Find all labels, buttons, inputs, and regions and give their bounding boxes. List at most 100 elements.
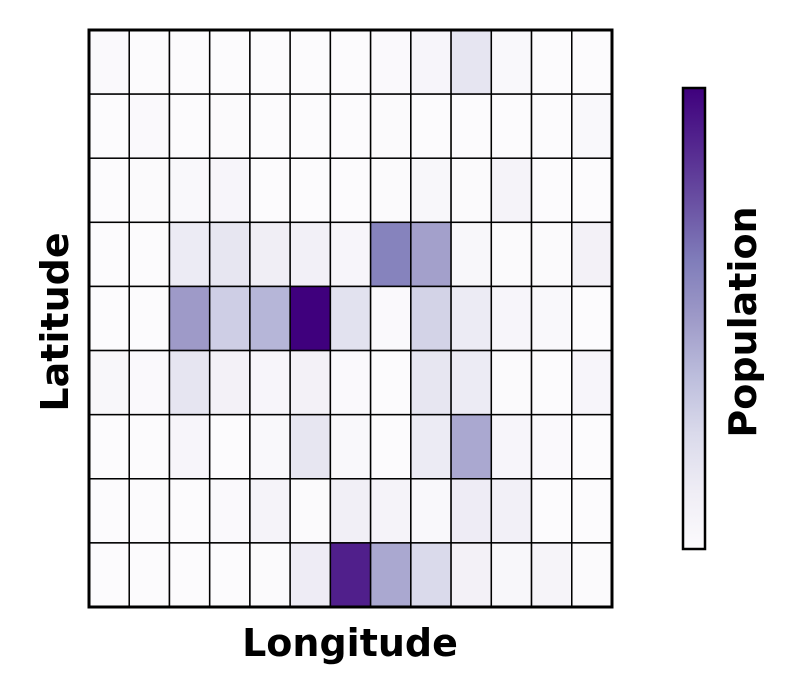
heatmap-cell (168, 29, 211, 95)
heatmap-cell (530, 285, 573, 352)
heatmap-cell (530, 157, 573, 224)
heatmap-cell (530, 29, 573, 95)
heatmap-cell (249, 29, 291, 95)
heatmap-cell (88, 93, 130, 159)
heatmap-cell (329, 349, 372, 416)
heatmap-cell (168, 413, 211, 480)
y-axis-label: Latitude (33, 232, 77, 411)
heatmap-cell (208, 285, 251, 352)
heatmap-cell (88, 221, 130, 288)
heatmap-cell (450, 478, 493, 544)
heatmap-cell (450, 349, 493, 416)
heatmap-cell (369, 413, 412, 480)
heatmap-cell (168, 349, 211, 416)
heatmap-cell (530, 93, 573, 159)
colorbar-label: Population (721, 206, 765, 437)
heatmap-cell (410, 542, 452, 608)
heatmap-cell (490, 93, 533, 159)
heatmap-cell (128, 285, 171, 352)
heatmap-cell (490, 349, 533, 416)
heatmap-cell (329, 478, 372, 544)
heatmap-cell (128, 349, 171, 416)
heatmap-cell (249, 285, 291, 352)
colorbar (681, 86, 707, 551)
heatmap-cell (410, 29, 452, 95)
heatmap-cell (450, 157, 493, 224)
heatmap-cell (490, 221, 533, 288)
heatmap-cell (289, 221, 332, 288)
heatmap-cell (168, 542, 211, 608)
heatmap-cell (88, 542, 130, 608)
heatmap-cell (450, 413, 493, 480)
heatmap-cell (571, 478, 613, 544)
heatmap-cell (571, 93, 613, 159)
heatmap-cell (530, 542, 573, 608)
heatmap-cell (490, 157, 533, 224)
heatmap-cell (369, 157, 412, 224)
heatmap-cell (289, 29, 332, 95)
heatmap-cell (249, 157, 291, 224)
heatmap-cell (410, 349, 452, 416)
heatmap-cell (329, 157, 372, 224)
heatmap-cell (208, 542, 251, 608)
heatmap-cell (168, 478, 211, 544)
heatmap-cell (410, 478, 452, 544)
heatmap-cell (369, 478, 412, 544)
heatmap-cell (289, 413, 332, 480)
heatmap-cell (128, 93, 171, 159)
x-axis-label: Longitude (242, 621, 458, 665)
heatmap-cell (571, 157, 613, 224)
heatmap-cell (168, 285, 211, 352)
heatmap-cell (329, 29, 372, 95)
heatmap-cell (530, 349, 573, 416)
heatmap-cell (369, 93, 412, 159)
heatmap-cell (410, 413, 452, 480)
heatmap-cell (88, 349, 130, 416)
heatmap-cell (289, 478, 332, 544)
heatmap-cell (289, 93, 332, 159)
heatmap-cell (208, 29, 251, 95)
heatmap-cell (329, 413, 372, 480)
heatmap-cell (249, 93, 291, 159)
heatmap-cell (490, 542, 533, 608)
heatmap-cell (450, 29, 493, 95)
heatmap-cell (289, 157, 332, 224)
heatmap-cells (88, 29, 613, 608)
heatmap-cell (329, 542, 372, 608)
heatmap-cell (289, 542, 332, 608)
heatmap-cell (208, 93, 251, 159)
heatmap-cell (490, 478, 533, 544)
heatmap-cell (571, 349, 613, 416)
heatmap-cell (168, 221, 211, 288)
heatmap-cell (571, 221, 613, 288)
heatmap-cell (329, 285, 372, 352)
heatmap-cell (128, 413, 171, 480)
heatmap-cell (410, 93, 452, 159)
heatmap-cell (530, 221, 573, 288)
heatmap-cell (369, 221, 412, 288)
heatmap-cell (88, 478, 130, 544)
heatmap-cell (289, 349, 332, 416)
heatmap-cell (208, 478, 251, 544)
heatmap-cell (289, 285, 332, 352)
heatmap-cell (168, 157, 211, 224)
heatmap-cell (369, 542, 412, 608)
heatmap-cell (249, 478, 291, 544)
heatmap-cell (329, 221, 372, 288)
plot-frame (87, 28, 614, 609)
heatmap-cell (128, 478, 171, 544)
heatmap-cell (571, 413, 613, 480)
heatmap-cell (128, 221, 171, 288)
heatmap-cell (128, 157, 171, 224)
heatmap-cell (249, 542, 291, 608)
heatmap-cell (490, 29, 533, 95)
heatmap-cell (369, 285, 412, 352)
heatmap-cell (530, 478, 573, 544)
heatmap-cell (208, 221, 251, 288)
heatmap-cell (128, 542, 171, 608)
heatmap-cell (490, 413, 533, 480)
heatmap-cell (88, 285, 130, 352)
heatmap-cell (571, 285, 613, 352)
heatmap-cell (168, 93, 211, 159)
